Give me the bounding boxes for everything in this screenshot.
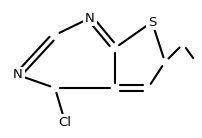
Text: Cl: Cl bbox=[59, 116, 72, 128]
Text: N: N bbox=[13, 68, 23, 82]
Text: S: S bbox=[148, 15, 156, 29]
Text: N: N bbox=[85, 11, 95, 25]
